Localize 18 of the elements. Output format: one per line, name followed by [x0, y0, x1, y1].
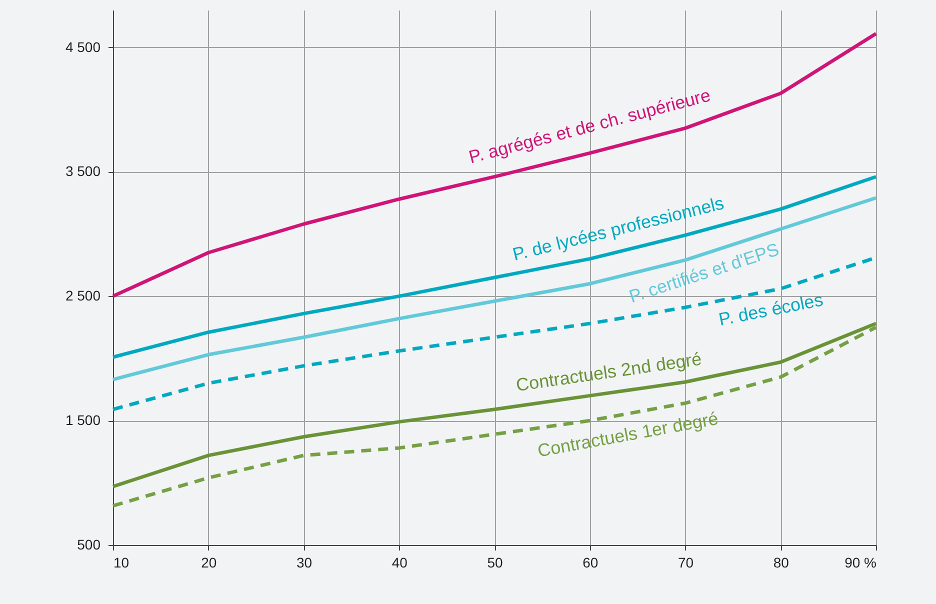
y-tick-label: 3 500	[65, 163, 101, 180]
x-tick-label: 60	[582, 554, 598, 570]
text: P. agrégés et de ch. supérieure	[466, 85, 713, 168]
y-tick-label: 4 500	[65, 38, 101, 55]
x-tick-label: 40	[392, 554, 408, 570]
text: P. des écoles	[717, 290, 825, 330]
text: Contractuels 1er degré	[536, 408, 720, 461]
x-tick-label: 70	[678, 554, 694, 570]
x-tick-label: 20	[201, 554, 217, 570]
x-tick-label: 90 %	[844, 554, 876, 570]
x-tick-label: 30	[296, 554, 312, 570]
x-tick-label: 80	[773, 554, 790, 570]
x-tick-label: 50	[487, 554, 503, 570]
x-tick-label: 10	[114, 554, 130, 570]
y-tick-label: 1 500	[65, 412, 101, 428]
text: Contractuels 2nd degré	[514, 348, 703, 396]
y-tick-label: 2 500	[65, 288, 101, 304]
y-tick-label: 500	[77, 536, 101, 552]
